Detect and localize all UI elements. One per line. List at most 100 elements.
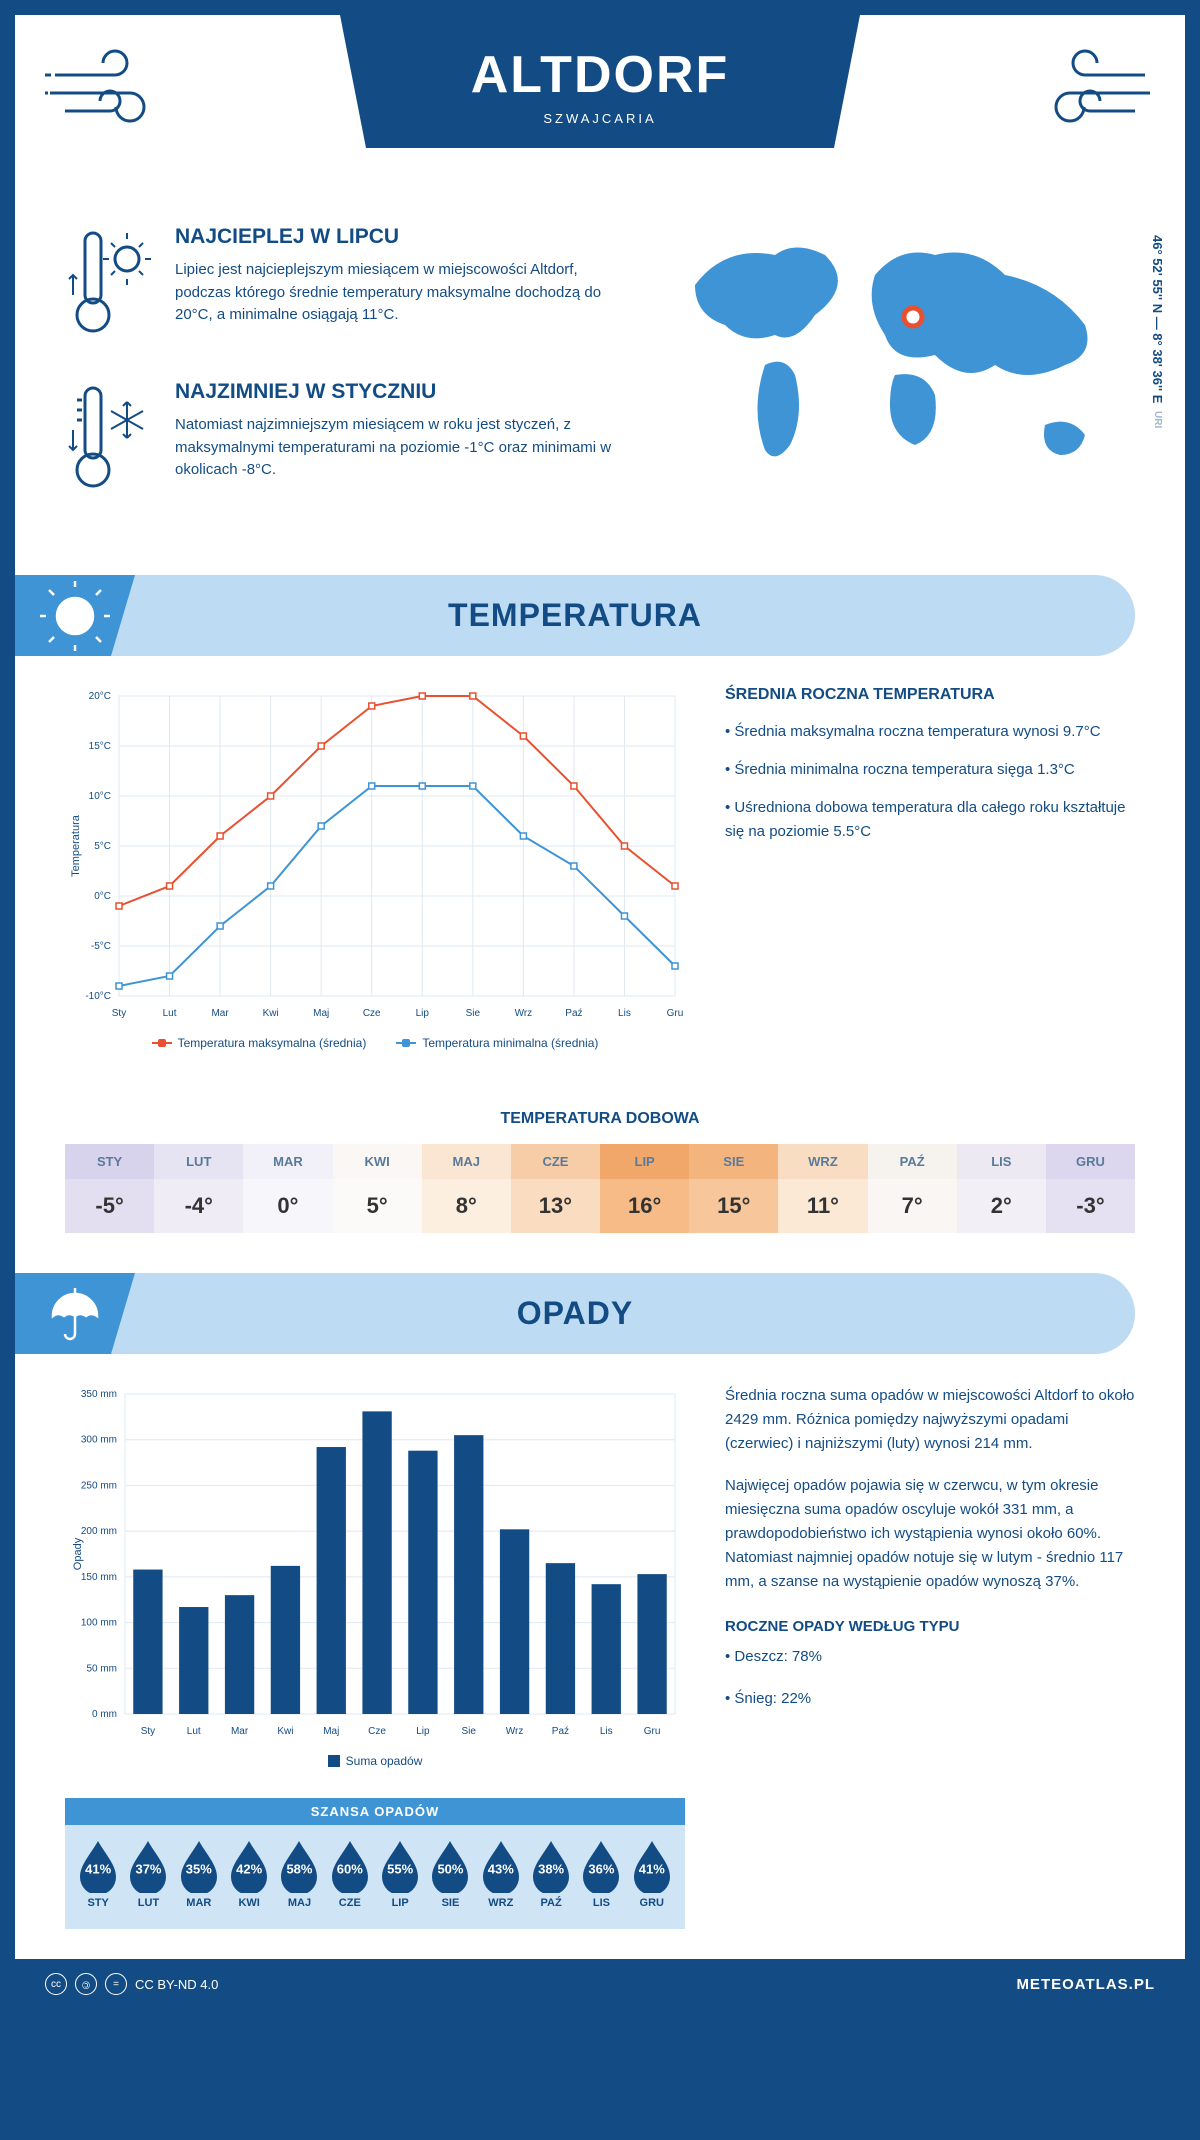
svg-text:20°C: 20°C bbox=[89, 691, 111, 702]
svg-text:Kwi: Kwi bbox=[263, 1008, 279, 1019]
hottest-title: NAJCIEPLEJ W LIPCU bbox=[175, 225, 635, 249]
sun-icon bbox=[15, 575, 135, 656]
svg-text:350 mm: 350 mm bbox=[81, 1389, 117, 1400]
world-map: 46° 52' 55'' N — 8° 38' 36'' E URI bbox=[675, 225, 1135, 535]
svg-text:Mar: Mar bbox=[231, 1726, 249, 1737]
drop-icon: 35% bbox=[177, 1839, 221, 1893]
intro-section: NAJCIEPLEJ W LIPCU Lipiec jest najcieple… bbox=[15, 195, 1185, 565]
nd-icon: = bbox=[105, 1973, 127, 1995]
svg-text:50 mm: 50 mm bbox=[86, 1663, 117, 1674]
thermometer-sun-icon bbox=[65, 225, 155, 350]
svg-text:Cze: Cze bbox=[368, 1726, 386, 1737]
svg-text:100 mm: 100 mm bbox=[81, 1618, 117, 1629]
svg-text:150 mm: 150 mm bbox=[81, 1572, 117, 1583]
chance-cell: 50% SIE bbox=[425, 1839, 475, 1909]
daily-cell: STY -5° bbox=[65, 1144, 154, 1233]
svg-text:Gru: Gru bbox=[667, 1008, 684, 1019]
svg-text:Cze: Cze bbox=[363, 1008, 381, 1019]
coldest-block: NAJZIMNIEJ W STYCZNIU Natomiast najzimni… bbox=[65, 380, 635, 505]
daily-temp-table: STY -5° LUT -4° MAR 0° KWI 5° MAJ 8° CZE… bbox=[65, 1144, 1135, 1233]
svg-text:Paź: Paź bbox=[565, 1008, 582, 1019]
svg-text:15°C: 15°C bbox=[89, 741, 111, 752]
drop-icon: 50% bbox=[428, 1839, 472, 1893]
precip-section-header: OPADY bbox=[15, 1273, 1135, 1354]
svg-text:Opady: Opady bbox=[72, 1537, 84, 1570]
svg-text:0°C: 0°C bbox=[94, 891, 111, 902]
drop-icon: 55% bbox=[378, 1839, 422, 1893]
svg-text:0 mm: 0 mm bbox=[92, 1709, 117, 1720]
svg-text:Lut: Lut bbox=[163, 1008, 177, 1019]
drop-icon: 41% bbox=[76, 1839, 120, 1893]
svg-text:Temperatura: Temperatura bbox=[70, 814, 82, 877]
svg-text:Sie: Sie bbox=[466, 1008, 481, 1019]
svg-text:Gru: Gru bbox=[644, 1726, 661, 1737]
precip-chance-box: SZANSA OPADÓW 41% STY 37% LUT 35% MAR 42… bbox=[65, 1798, 685, 1929]
svg-text:250 mm: 250 mm bbox=[81, 1480, 117, 1491]
svg-text:-10°C: -10°C bbox=[85, 991, 111, 1002]
svg-text:5°C: 5°C bbox=[94, 841, 111, 852]
chance-cell: 36% LIS bbox=[576, 1839, 626, 1909]
daily-cell: PAŹ 7° bbox=[868, 1144, 957, 1233]
daily-cell: MAJ 8° bbox=[422, 1144, 511, 1233]
svg-text:Lip: Lip bbox=[416, 1008, 430, 1019]
daily-cell: LIP 16° bbox=[600, 1144, 689, 1233]
daily-cell: MAR 0° bbox=[243, 1144, 332, 1233]
temperature-line-chart: -10°C-5°C0°C5°C10°C15°C20°CStyLutMarKwiM… bbox=[65, 686, 685, 1050]
coldest-title: NAJZIMNIEJ W STYCZNIU bbox=[175, 380, 635, 404]
temperature-section-header: TEMPERATURA bbox=[15, 575, 1135, 656]
daily-cell: SIE 15° bbox=[689, 1144, 778, 1233]
stat-item: • Uśredniona dobowa temperatura dla całe… bbox=[725, 796, 1135, 844]
svg-text:-5°C: -5°C bbox=[91, 941, 111, 952]
section-title: OPADY bbox=[15, 1295, 1135, 1332]
precip-text: Średnia roczna suma opadów w miejscowośc… bbox=[725, 1384, 1135, 1929]
svg-text:10°C: 10°C bbox=[89, 791, 111, 802]
drop-icon: 36% bbox=[579, 1839, 623, 1893]
daily-cell: CZE 13° bbox=[511, 1144, 600, 1233]
chance-title: SZANSA OPADÓW bbox=[65, 1798, 685, 1825]
drop-icon: 43% bbox=[479, 1839, 523, 1893]
site-brand: METEOATLAS.PL bbox=[1016, 1976, 1155, 1993]
license: cc 🄯 = CC BY-ND 4.0 bbox=[45, 1973, 218, 1995]
svg-text:Wrz: Wrz bbox=[506, 1726, 524, 1737]
svg-text:Kwi: Kwi bbox=[277, 1726, 293, 1737]
legend-min: Temperatura minimalna (średnia) bbox=[396, 1036, 598, 1050]
daily-cell: KWI 5° bbox=[333, 1144, 422, 1233]
chance-cell: 55% LIP bbox=[375, 1839, 425, 1909]
legend-max: Temperatura maksymalna (średnia) bbox=[152, 1036, 367, 1050]
drop-icon: 38% bbox=[529, 1839, 573, 1893]
wind-icon bbox=[45, 45, 185, 140]
svg-text:Paź: Paź bbox=[552, 1726, 569, 1737]
daily-temp-title: TEMPERATURA DOBOWA bbox=[15, 1110, 1185, 1128]
drop-icon: 41% bbox=[630, 1839, 674, 1893]
drop-icon: 37% bbox=[126, 1839, 170, 1893]
drop-icon: 60% bbox=[328, 1839, 372, 1893]
stat-item: • Średnia minimalna roczna temperatura s… bbox=[725, 758, 1135, 782]
chance-cell: 38% PAŹ bbox=[526, 1839, 576, 1909]
hottest-text: Lipiec jest najcieplejszym miesiącem w m… bbox=[175, 259, 635, 327]
temperature-stats: ŚREDNIA ROCZNA TEMPERATURA • Średnia mak… bbox=[725, 686, 1135, 1050]
svg-text:Lis: Lis bbox=[600, 1726, 613, 1737]
coldest-text: Natomiast najzimniejszym miesiącem w rok… bbox=[175, 414, 635, 482]
svg-text:Sty: Sty bbox=[112, 1008, 126, 1019]
header: ALTDORF SZWAJCARIA bbox=[15, 15, 1185, 195]
wind-icon bbox=[1015, 45, 1155, 140]
footer: cc 🄯 = CC BY-ND 4.0 METEOATLAS.PL bbox=[15, 1959, 1185, 2009]
by-icon: 🄯 bbox=[75, 1973, 97, 1995]
svg-text:Sty: Sty bbox=[141, 1726, 155, 1737]
legend-precip: Suma opadów bbox=[328, 1754, 423, 1768]
precip-type-title: ROCZNE OPADY WEDŁUG TYPU bbox=[725, 1618, 1135, 1635]
precip-paragraph: Średnia roczna suma opadów w miejscowośc… bbox=[725, 1384, 1135, 1456]
section-title: TEMPERATURA bbox=[15, 597, 1135, 634]
precip-type-item: • Deszcz: 78% bbox=[725, 1645, 1135, 1669]
daily-cell: GRU -3° bbox=[1046, 1144, 1135, 1233]
daily-cell: WRZ 11° bbox=[778, 1144, 867, 1233]
chance-cell: 41% GRU bbox=[627, 1839, 677, 1909]
drop-icon: 58% bbox=[277, 1839, 321, 1893]
hottest-block: NAJCIEPLEJ W LIPCU Lipiec jest najcieple… bbox=[65, 225, 635, 350]
umbrella-icon bbox=[15, 1273, 135, 1354]
svg-text:Maj: Maj bbox=[323, 1726, 339, 1737]
svg-text:300 mm: 300 mm bbox=[81, 1435, 117, 1446]
svg-text:Lut: Lut bbox=[187, 1726, 201, 1737]
chance-cell: 43% WRZ bbox=[476, 1839, 526, 1909]
precipitation-bar-chart: 0 mm50 mm100 mm150 mm200 mm250 mm300 mm3… bbox=[65, 1384, 685, 1768]
